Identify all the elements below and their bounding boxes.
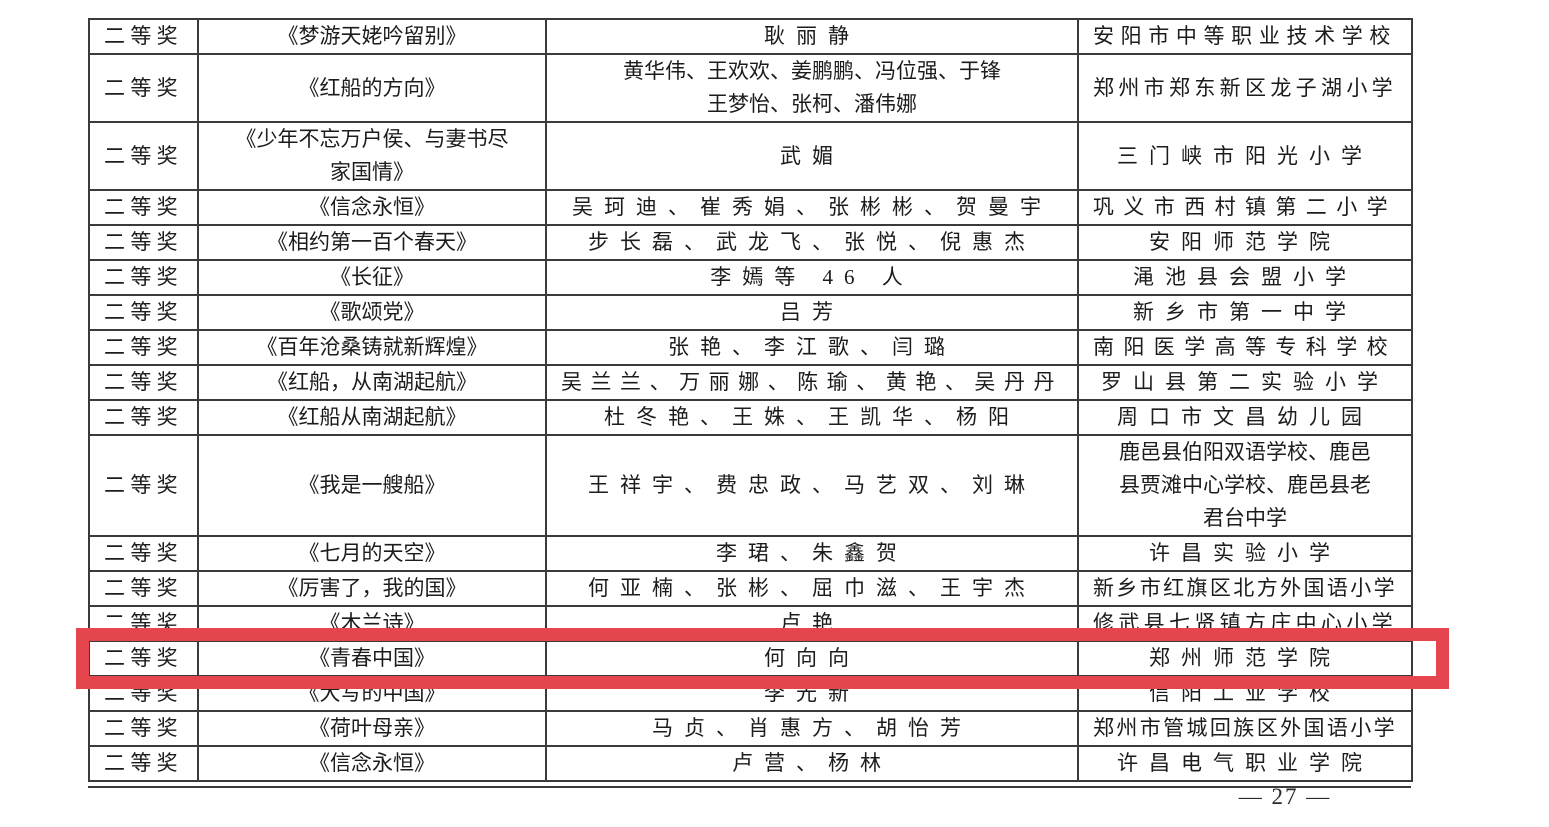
school-cell: 罗山县第二实验小学	[1077, 364, 1413, 401]
authors-cell: 马贞、肖惠方、胡怡芳	[545, 710, 1079, 747]
table-row: 二等奖 《百年沧桑铸就新辉煌》 张艳、李江歌、闫璐 南阳医学高等专科学校	[88, 329, 1413, 366]
authors-cell: 杜冬艳、王姝、王凯华、杨阳	[545, 399, 1079, 436]
title-cell: 《荷叶母亲》	[197, 710, 547, 747]
title-cell: 《我是一艘船》	[197, 434, 547, 537]
prize-cell: 二等奖	[88, 259, 199, 296]
title-cell: 《七月的天空》	[197, 535, 547, 572]
school-cell: 信阳工业学校	[1077, 675, 1413, 712]
school-cell: 周口市文昌幼儿园	[1077, 399, 1413, 436]
awards-table-wrap: 二等奖 《梦游天姥吟留别》 耿丽静 安阳市中等职业技术学校 二等奖 《红船的方向》 黄华伟、…	[88, 18, 1413, 788]
school-cell: 巩义市西村镇第二小学	[1077, 189, 1413, 226]
authors-cell: 卢营、杨林	[545, 745, 1079, 782]
school-cell: 安阳市中等职业技术学校	[1077, 18, 1413, 55]
authors-cell: 黄华伟、王欢欢、姜鹏鹏、冯位强、于锋 王梦怡、张柯、潘伟娜	[545, 53, 1079, 123]
prize-cell: 二等奖	[88, 189, 199, 226]
prize-cell: 二等奖	[88, 675, 199, 712]
prize-cell: 二等奖	[88, 224, 199, 261]
prize-cell: 二等奖	[88, 399, 199, 436]
authors-cell: 卢艳	[545, 605, 1079, 642]
table-row: 二等奖 《荷叶母亲》 马贞、肖惠方、胡怡芳 郑州市管城回族区外国语小学	[88, 710, 1413, 747]
table-row: 二等奖 《信念永恒》 吴珂迪、崔秀娟、张彬彬、贺曼宇 巩义市西村镇第二小学	[88, 189, 1413, 226]
table-row: 二等奖 《相约第一百个春天》 步长磊、武龙飞、张悦、倪惠杰 安阳师范学院	[88, 224, 1413, 261]
authors-cell: 吕芳	[545, 294, 1079, 331]
authors-cell: 吴珂迪、崔秀娟、张彬彬、贺曼宇	[545, 189, 1079, 226]
authors-cell: 李珺、朱鑫贺	[545, 535, 1079, 572]
authors-cell: 吴兰兰、万丽娜、陈瑜、黄艳、吴丹丹	[545, 364, 1079, 401]
title-cell: 《百年沧桑铸就新辉煌》	[197, 329, 547, 366]
school-cell: 鹿邑县伯阳双语学校、鹿邑 县贾滩中心学校、鹿邑县老 君台中学	[1077, 434, 1413, 537]
school-cell: 渑池县会盟小学	[1077, 259, 1413, 296]
table-row: 二等奖 《木兰诗》 卢艳 修武县七贤镇方庄中心小学	[88, 605, 1413, 642]
school-cell: 新乡市第一中学	[1077, 294, 1413, 331]
title-cell: 《长征》	[197, 259, 547, 296]
prize-cell: 二等奖	[88, 710, 199, 747]
prize-cell: 二等奖	[88, 570, 199, 607]
school-cell: 许昌电气职业学院	[1077, 745, 1413, 782]
authors-cell: 何向向	[545, 640, 1079, 677]
table-row: 二等奖 《大写的中国》 李光新 信阳工业学校	[88, 675, 1413, 712]
table-row: 二等奖 《红船，从南湖起航》 吴兰兰、万丽娜、陈瑜、黄艳、吴丹丹 罗山县第二实验小学	[88, 364, 1413, 401]
title-cell: 《红船的方向》	[197, 53, 547, 123]
authors-cell: 耿丽静	[545, 18, 1079, 55]
authors-cell: 何亚楠、张彬、屈巾滋、王宇杰	[545, 570, 1079, 607]
title-cell: 《信念永恒》	[197, 189, 547, 226]
prize-cell: 二等奖	[88, 364, 199, 401]
table-row: 二等奖 《红船从南湖起航》 杜冬艳、王姝、王凯华、杨阳 周口市文昌幼儿园	[88, 399, 1413, 436]
authors-cell: 李嫣等 46 人	[545, 259, 1079, 296]
title-cell: 《青春中国》	[197, 640, 547, 677]
table-row: 二等奖 《歌颂党》 吕芳 新乡市第一中学	[88, 294, 1413, 331]
school-cell: 新乡市红旗区北方外国语小学	[1077, 570, 1413, 607]
table-row: 二等奖 《青春中国》 何向向 郑州师范学院	[88, 640, 1413, 677]
table-row: 二等奖 《少年不忘万户侯、与妻书尽 家国情》 武媚 三门峡市阳光小学	[88, 121, 1413, 191]
school-cell: 修武县七贤镇方庄中心小学	[1077, 605, 1413, 642]
school-cell: 三门峡市阳光小学	[1077, 121, 1413, 191]
title-cell: 《信念永恒》	[197, 745, 547, 782]
authors-cell: 武媚	[545, 121, 1079, 191]
awards-table-body: 二等奖 《梦游天姥吟留别》 耿丽静 安阳市中等职业技术学校 二等奖 《红船的方向》 黄华伟、…	[88, 18, 1413, 782]
page-number: — 27 —	[1238, 784, 1332, 809]
school-cell: 许昌实验小学	[1077, 535, 1413, 572]
title-cell: 《梦游天姥吟留别》	[197, 18, 547, 55]
title-cell: 《红船从南湖起航》	[197, 399, 547, 436]
table-row: 二等奖 《我是一艘船》 王祥宇、费忠政、马艺双、刘琳 鹿邑县伯阳双语学校、鹿邑 县贾滩…	[88, 434, 1413, 537]
school-cell: 南阳医学高等专科学校	[1077, 329, 1413, 366]
table-row: 二等奖 《信念永恒》 卢营、杨林 许昌电气职业学院	[88, 745, 1413, 782]
title-cell: 《歌颂党》	[197, 294, 547, 331]
prize-cell: 二等奖	[88, 434, 199, 537]
table-row: 二等奖 《七月的天空》 李珺、朱鑫贺 许昌实验小学	[88, 535, 1413, 572]
school-cell: 郑州市管城回族区外国语小学	[1077, 710, 1413, 747]
title-cell: 《少年不忘万户侯、与妻书尽 家国情》	[197, 121, 547, 191]
prize-cell: 二等奖	[88, 535, 199, 572]
school-cell: 郑州师范学院	[1077, 640, 1413, 677]
prize-cell: 二等奖	[88, 294, 199, 331]
table-row: 二等奖 《厉害了，我的国》 何亚楠、张彬、屈巾滋、王宇杰 新乡市红旗区北方外国语小学	[88, 570, 1413, 607]
authors-cell: 步长磊、武龙飞、张悦、倪惠杰	[545, 224, 1079, 261]
table-row: 二等奖 《梦游天姥吟留别》 耿丽静 安阳市中等职业技术学校	[88, 18, 1413, 55]
authors-cell: 李光新	[545, 675, 1079, 712]
prize-cell: 二等奖	[88, 605, 199, 642]
table-row: 二等奖 《长征》 李嫣等 46 人渑池县会盟小学	[88, 259, 1413, 296]
prize-cell: 二等奖	[88, 640, 199, 677]
prize-cell: 二等奖	[88, 53, 199, 123]
title-cell: 《木兰诗》	[197, 605, 547, 642]
prize-cell: 二等奖	[88, 18, 199, 55]
prize-cell: 二等奖	[88, 329, 199, 366]
title-cell: 《相约第一百个春天》	[197, 224, 547, 261]
table-row: 二等奖 《红船的方向》 黄华伟、王欢欢、姜鹏鹏、冯位强、于锋 王梦怡、张柯、潘伟娜郑…	[88, 53, 1413, 123]
authors-cell: 王祥宇、费忠政、马艺双、刘琳	[545, 434, 1079, 537]
prize-cell: 二等奖	[88, 121, 199, 191]
prize-cell: 二等奖	[88, 745, 199, 782]
title-cell: 《红船，从南湖起航》	[197, 364, 547, 401]
awards-table: 二等奖 《梦游天姥吟留别》 耿丽静 安阳市中等职业技术学校 二等奖 《红船的方向》 黄华伟、…	[88, 18, 1413, 782]
title-cell: 《厉害了，我的国》	[197, 570, 547, 607]
authors-cell: 张艳、李江歌、闫璐	[545, 329, 1079, 366]
school-cell: 郑州市郑东新区龙子湖小学	[1077, 53, 1413, 123]
school-cell: 安阳师范学院	[1077, 224, 1413, 261]
title-cell: 《大写的中国》	[197, 675, 547, 712]
table-bottom-rule	[88, 786, 1411, 788]
